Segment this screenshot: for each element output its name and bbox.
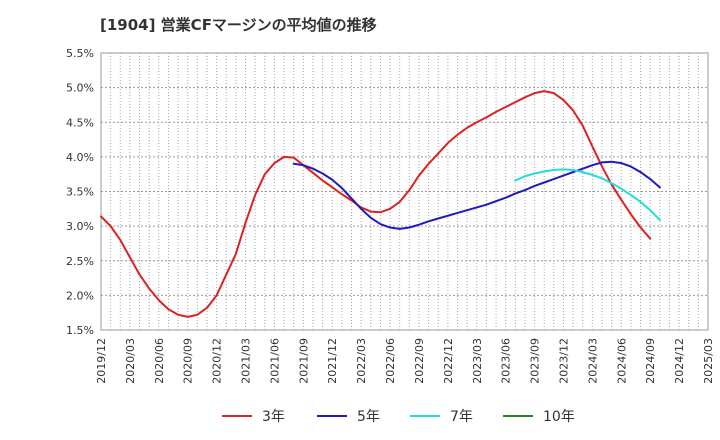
x-tick-label: 2023/09 [529, 338, 542, 384]
x-tick-label: 2022/03 [355, 338, 368, 384]
x-tick-label: 2023/06 [500, 338, 513, 384]
x-tick-label: 2023/03 [471, 338, 484, 384]
x-tick-label: 2024/03 [586, 338, 599, 384]
x-axis: 2019/12 2020/03 2020/06 2020/09 2020/12 2021/… [95, 338, 715, 384]
x-tick-label: 2020/12 [211, 338, 224, 384]
x-tick-label: 2022/09 [413, 338, 426, 384]
legend-label-3: 10年 [543, 409, 575, 425]
y-tick-label: 2.5% [66, 255, 94, 268]
y-tick-label: 5.5% [66, 47, 94, 60]
x-tick-label: 2019/12 [95, 338, 108, 384]
plot-frame [100, 52, 709, 331]
x-tick-label: 2021/12 [326, 338, 339, 384]
x-tick-label: 2022/06 [384, 338, 397, 384]
legend: 3年 5年 7年 10年 [222, 409, 575, 425]
x-tick-label: 2024/06 [615, 338, 628, 384]
legend-label-2: 7年 [450, 409, 473, 425]
series-lines [100, 90, 661, 318]
x-tick-label: 2023/12 [557, 338, 570, 384]
series-line-2 [514, 168, 661, 221]
x-tick-label: 2025/03 [702, 338, 715, 384]
x-tick-label: 2024/09 [644, 338, 657, 384]
series-line-1 [292, 160, 661, 230]
x-tick-label: 2021/06 [268, 338, 281, 384]
series-line-0 [100, 90, 652, 318]
y-tick-label: 3.5% [66, 186, 94, 199]
y-axis: 5.5% 5.0% 4.5% 4.0% 3.5% 3.0% 2.5% 2.0% 1.5% [66, 47, 94, 337]
y-tick-label: 5.0% [66, 82, 94, 95]
x-tick-label: 2021/03 [240, 338, 253, 384]
legend-label-1: 5年 [357, 409, 380, 425]
y-tick-label: 2.0% [66, 289, 94, 302]
chart-title: [1904] 営業CFマージンの平均値の推移 [100, 16, 377, 34]
y-tick-label: 3.0% [66, 220, 94, 233]
y-tick-label: 4.0% [66, 151, 94, 164]
x-tick-label: 2020/09 [182, 338, 195, 384]
legend-label-0: 3年 [262, 409, 285, 425]
x-tick-label: 2022/12 [442, 338, 455, 384]
y-tick-label: 4.5% [66, 116, 94, 129]
x-tick-label: 2024/12 [673, 338, 686, 384]
y-tick-label: 1.5% [66, 324, 94, 337]
x-tick-label: 2021/09 [297, 338, 310, 384]
x-tick-label: 2020/03 [124, 338, 137, 384]
x-tick-label: 2020/06 [153, 338, 166, 384]
